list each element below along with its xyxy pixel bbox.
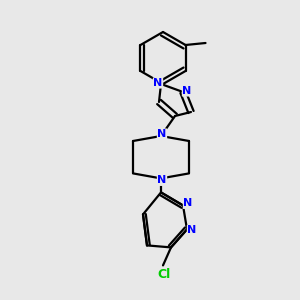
Text: N: N [188, 225, 196, 236]
Text: N: N [158, 176, 166, 185]
Text: Cl: Cl [158, 268, 171, 281]
Text: N: N [158, 129, 166, 139]
Text: N: N [182, 86, 192, 96]
Text: N: N [183, 198, 193, 208]
Text: N: N [153, 78, 163, 88]
